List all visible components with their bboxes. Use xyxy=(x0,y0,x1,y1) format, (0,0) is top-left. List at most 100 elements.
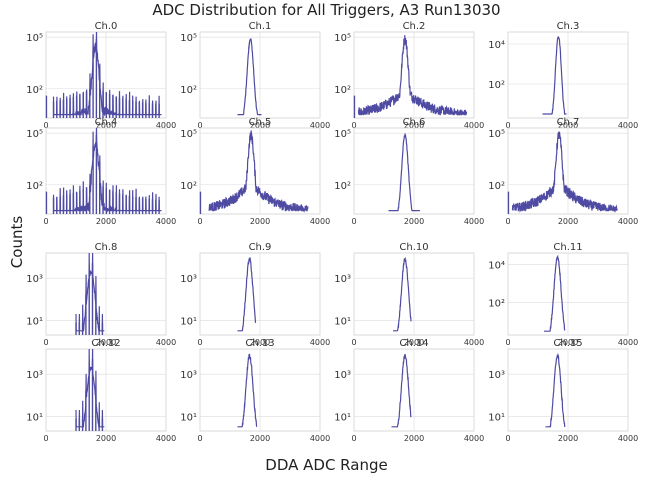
histogram-line xyxy=(237,38,262,116)
subplot-title: Ch.13 xyxy=(245,338,274,349)
subplot-ch0: 0 2000 4000 10² 10⁵ Ch.0 xyxy=(26,21,176,130)
subplot-title: Ch.0 xyxy=(95,21,118,32)
y-tick-label: 10² xyxy=(180,85,197,96)
y-tick-label: 10³ xyxy=(180,274,197,285)
x-tick-label: 4000 xyxy=(618,121,638,130)
y-tick-label: 10² xyxy=(488,80,505,91)
y-tick-label: 10¹ xyxy=(180,316,197,327)
y-tick-label: 10¹ xyxy=(334,316,351,327)
x-tick-label: 0 xyxy=(43,434,48,443)
x-tick-label: 4000 xyxy=(156,217,176,226)
y-tick-label: 10² xyxy=(488,299,505,310)
y-tick-label: 10¹ xyxy=(334,412,351,423)
histogram-line xyxy=(544,254,566,332)
x-tick-label: 0 xyxy=(351,217,356,226)
x-tick-label: 0 xyxy=(351,338,356,347)
x-tick-label: 2000 xyxy=(250,434,270,443)
histogram-line xyxy=(237,353,258,428)
x-tick-label: 4000 xyxy=(156,338,176,347)
y-tick-label: 10² xyxy=(180,181,197,192)
subplot-ch13: 0 2000 4000 10¹ 10³ Ch.13 xyxy=(180,338,330,443)
x-tick-label: 0 xyxy=(43,121,48,130)
subplot-ch12: 0 2000 4000 10¹ 10³ Ch.12 xyxy=(26,338,176,443)
x-tick-label: 4000 xyxy=(310,217,330,226)
subplot-ch9: 0 2000 4000 10¹ 10³ Ch.9 xyxy=(180,242,330,347)
histogram-line xyxy=(511,130,618,213)
subplot-title: Ch.2 xyxy=(403,21,426,32)
y-tick-label: 10² xyxy=(26,85,43,96)
x-tick-label: 2000 xyxy=(404,434,424,443)
subplot-title: Ch.10 xyxy=(399,242,428,253)
x-tick-label: 4000 xyxy=(464,121,484,130)
histogram-line xyxy=(388,133,420,212)
histogram-line xyxy=(542,36,567,115)
histogram-line xyxy=(545,352,566,428)
subplot-title: Ch.15 xyxy=(553,338,582,349)
subplot-title: Ch.5 xyxy=(249,117,272,128)
y-tick-label: 10⁵ xyxy=(180,129,197,140)
y-tick-label: 10² xyxy=(334,85,351,96)
x-tick-label: 2000 xyxy=(558,338,578,347)
y-tick-label: 10⁴ xyxy=(488,260,505,271)
subplot-title: Ch.7 xyxy=(557,117,580,128)
subplot-ch4: 0 2000 4000 10² 10⁵ Ch.4 xyxy=(26,117,176,226)
histogram-line xyxy=(75,252,105,332)
y-tick-label: 10³ xyxy=(334,370,351,381)
y-tick-label: 10⁵ xyxy=(334,33,351,44)
histogram-line xyxy=(393,256,412,332)
x-tick-label: 0 xyxy=(505,434,510,443)
subplot-ch15: 0 2000 4000 10¹ 10³ Ch.15 xyxy=(488,338,638,443)
x-tick-label: 4000 xyxy=(310,434,330,443)
subplot-ch10: 0 2000 4000 10¹ 10³ Ch.10 xyxy=(334,242,484,347)
x-tick-label: 0 xyxy=(505,217,510,226)
x-tick-label: 2000 xyxy=(404,217,424,226)
y-tick-label: 10² xyxy=(334,181,351,192)
histogram-line xyxy=(75,348,105,428)
subplot-title: Ch.9 xyxy=(249,242,272,253)
y-tick-label: 10³ xyxy=(180,370,197,381)
y-tick-label: 10⁴ xyxy=(488,40,505,51)
x-tick-label: 2000 xyxy=(96,121,116,130)
x-tick-label: 2000 xyxy=(558,434,578,443)
x-tick-label: 0 xyxy=(43,338,48,347)
subplot-title: Ch.6 xyxy=(403,117,426,128)
subplot-ch6: 0 2000 4000 10² 10⁵ Ch.6 xyxy=(334,117,484,226)
y-tick-label: 10² xyxy=(488,181,505,192)
subplot-ch14: 0 2000 4000 10¹ 10³ Ch.14 xyxy=(334,338,484,443)
x-tick-label: 4000 xyxy=(156,434,176,443)
x-tick-label: 2000 xyxy=(250,121,270,130)
x-tick-label: 0 xyxy=(197,338,202,347)
x-tick-label: 4000 xyxy=(464,217,484,226)
subplot-title: Ch.1 xyxy=(249,21,272,32)
subplot-title: Ch.8 xyxy=(95,242,118,253)
x-tick-label: 4000 xyxy=(156,121,176,130)
x-tick-label: 2000 xyxy=(558,217,578,226)
subplot-ch2: 0 2000 4000 10² 10⁵ Ch.2 xyxy=(334,21,484,130)
x-tick-label: 0 xyxy=(197,217,202,226)
x-tick-label: 2000 xyxy=(96,338,116,347)
y-tick-label: 10¹ xyxy=(26,412,43,423)
x-tick-label: 4000 xyxy=(310,121,330,130)
x-tick-label: 2000 xyxy=(96,434,116,443)
x-tick-label: 0 xyxy=(505,121,510,130)
histogram-line xyxy=(391,353,412,428)
y-tick-label: 10¹ xyxy=(180,412,197,423)
y-tick-label: 10¹ xyxy=(26,316,43,327)
subplot-ch7: 0 2000 4000 10² 10⁵ Ch.7 xyxy=(488,117,638,226)
figure-title: ADC Distribution for All Triggers, A3 Ru… xyxy=(152,1,501,19)
x-tick-label: 4000 xyxy=(310,338,330,347)
y-tick-label: 10³ xyxy=(26,370,43,381)
histogram-line xyxy=(208,130,309,213)
x-axis-label: DDA ADC Range xyxy=(265,456,388,474)
subplot-title: Ch.4 xyxy=(95,117,118,128)
x-tick-label: 4000 xyxy=(618,338,638,347)
y-tick-label: 10⁵ xyxy=(180,33,197,44)
x-tick-label: 0 xyxy=(197,434,202,443)
subplot-ch3: 0 2000 4000 10² 10⁴ Ch.3 xyxy=(488,21,638,130)
x-tick-label: 0 xyxy=(351,434,356,443)
x-tick-label: 2000 xyxy=(558,121,578,130)
x-tick-label: 4000 xyxy=(618,434,638,443)
x-tick-label: 2000 xyxy=(250,217,270,226)
y-tick-label: 10⁵ xyxy=(334,129,351,140)
